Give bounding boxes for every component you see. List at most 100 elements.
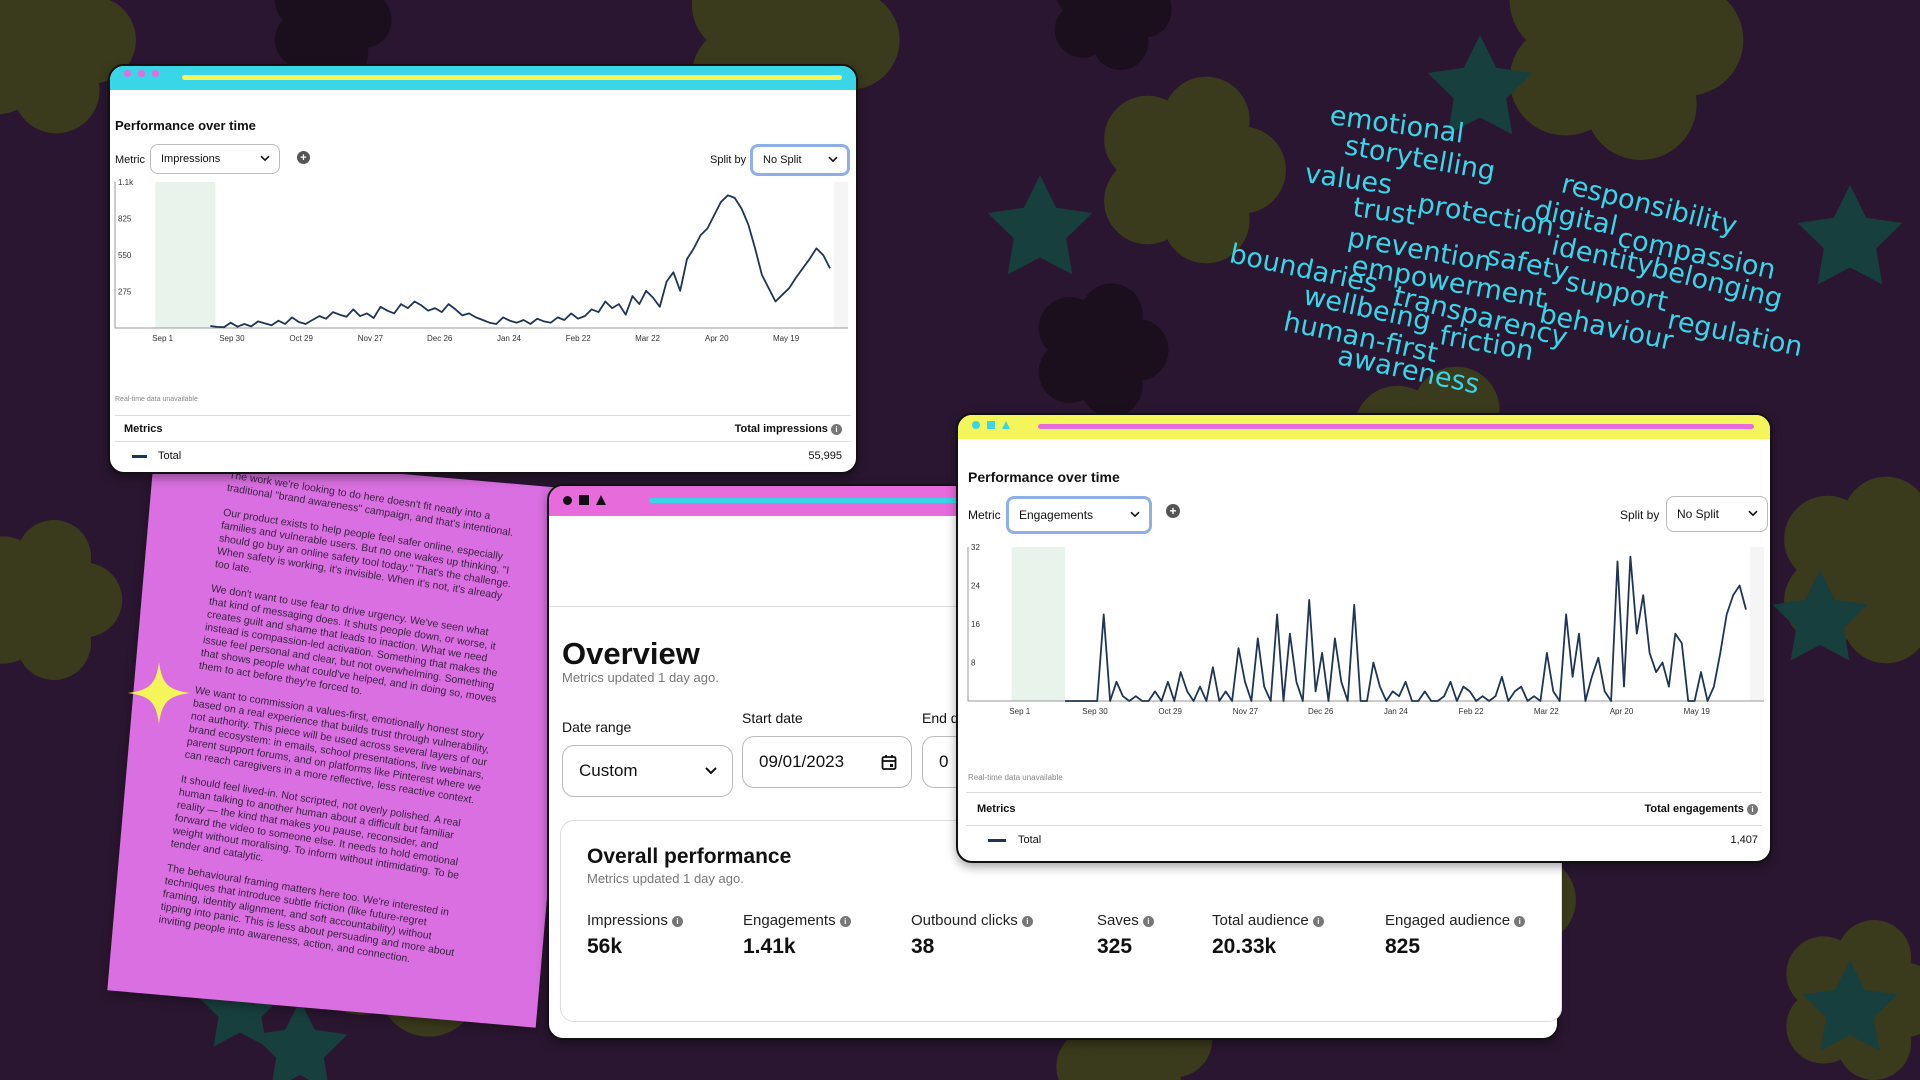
info-icon[interactable]: i	[1747, 803, 1758, 815]
engagements-window: Performance over time Metric Engagements…	[956, 413, 1772, 863]
circle-icon	[563, 495, 572, 505]
metrics-total-label: Total impressions	[734, 423, 828, 435]
date-range-value: Custom	[579, 761, 638, 780]
end-date-label: End d	[922, 710, 959, 726]
triangle-icon	[596, 495, 606, 505]
hatched-region	[1750, 547, 1764, 701]
metric-select[interactable]: Impressions	[150, 144, 280, 174]
chart-title: Performance over time	[115, 118, 256, 133]
add-metric-icon[interactable]: +	[1166, 504, 1180, 518]
y-tick-label: 550	[118, 251, 132, 260]
kpi-outbound-clicks: Outbound clicks i 38	[911, 912, 1033, 959]
start-date-label: Start date	[742, 710, 803, 726]
kpi-value: 1.41k	[743, 935, 796, 958]
kpi-engaged-audience: Engaged audience i 825	[1385, 912, 1526, 959]
x-tick-label: Sep 1	[1009, 707, 1030, 716]
triangle-icon	[1002, 421, 1010, 429]
x-tick-label: Oct 29	[289, 334, 313, 343]
x-tick-label: Oct 29	[1158, 707, 1182, 716]
metrics-header: Metrics	[977, 803, 1016, 815]
sparkle-icon	[128, 662, 190, 724]
card-title: Overall performance	[587, 845, 792, 868]
split-value: No Split	[763, 154, 802, 166]
brief-document: The work we're looking to do here doesn'…	[107, 452, 583, 1028]
x-tick-label: Apr 20	[705, 334, 729, 343]
metrics-total-label: Total engagements	[1644, 803, 1744, 815]
x-tick-label: Mar 22	[1534, 707, 1559, 716]
info-icon[interactable]: i	[1312, 915, 1324, 927]
metric-value: Engagements	[1019, 508, 1094, 522]
metric-label: Metric	[968, 508, 1001, 522]
square-icon	[579, 495, 589, 505]
hatched-region	[834, 182, 848, 328]
shaded-range	[1011, 547, 1066, 701]
x-tick-label: Sep 30	[1082, 707, 1108, 716]
info-icon[interactable]: i	[831, 423, 842, 435]
chart-title: Performance over time	[968, 469, 1120, 485]
chevron-down-icon	[1130, 511, 1140, 518]
y-tick-label: 275	[118, 288, 132, 297]
page-title: Overview	[562, 636, 700, 671]
calendar-icon	[881, 755, 897, 770]
shaded-range	[155, 182, 216, 328]
split-select[interactable]: No Split	[750, 144, 850, 176]
window-titlebar	[958, 415, 1770, 439]
chevron-down-icon	[705, 767, 717, 775]
split-label: Split by	[710, 154, 747, 166]
info-icon[interactable]: i	[672, 915, 684, 927]
y-tick-label: 8	[971, 659, 976, 668]
chevron-down-icon	[260, 155, 270, 162]
series-swatch	[988, 839, 1006, 842]
kpi-impressions: Impressions i 56k	[587, 912, 684, 959]
kpi-value: 20.33k	[1212, 935, 1277, 958]
chevron-down-icon	[828, 156, 838, 163]
series-line-total	[210, 194, 831, 329]
y-tick-label: 16	[971, 620, 980, 629]
realtime-note: Real-time data unavailable	[968, 773, 1063, 782]
card-updated-note: Metrics updated 1 day ago.	[587, 871, 744, 886]
metric-label: Metric	[115, 154, 145, 166]
start-date-value: 09/01/2023	[759, 752, 845, 771]
metrics-total-header: Total engagements i	[1644, 803, 1758, 815]
y-tick-label: 32	[971, 543, 980, 552]
series-label: Total	[158, 450, 182, 462]
info-icon[interactable]: i	[1142, 915, 1154, 927]
window-titlebar	[110, 66, 856, 90]
kpi-value: 325	[1097, 935, 1133, 958]
series-total-value: 1,407	[1730, 834, 1758, 846]
split-select[interactable]: No Split	[1666, 496, 1768, 532]
add-metric-icon[interactable]: +	[297, 151, 310, 164]
circle-icon	[138, 70, 145, 77]
kpi-label: Engagements	[743, 912, 836, 929]
date-range-select[interactable]: Custom	[562, 745, 733, 797]
info-icon[interactable]: i	[839, 915, 851, 927]
square-icon	[987, 421, 995, 429]
metrics-header: Metrics	[124, 423, 163, 435]
kpi-label: Saves	[1097, 912, 1139, 929]
end-date-value: 0	[939, 752, 949, 771]
impressions-window: Performance over time Metric Impressions…	[108, 64, 858, 474]
info-icon[interactable]: i	[1514, 915, 1526, 927]
x-tick-label: Jan 24	[1384, 707, 1409, 716]
info-icon[interactable]: i	[1021, 915, 1033, 927]
x-tick-label: Nov 27	[358, 334, 384, 343]
kpi-value: 56k	[587, 935, 623, 958]
chart-axes	[967, 547, 1764, 702]
kpi-label: Engaged audience	[1385, 912, 1511, 929]
metric-select[interactable]: Engagements	[1006, 496, 1152, 534]
y-tick-label: 825	[118, 215, 132, 224]
start-date-input[interactable]: 09/01/2023	[742, 736, 912, 788]
brief-text: The work we're looking to do here doesn'…	[156, 469, 527, 985]
x-tick-label: Jan 24	[497, 334, 522, 343]
kpi-saves: Saves i 325	[1097, 912, 1154, 959]
kpi-value: 38	[911, 935, 935, 958]
engagements-chart: 8 16 24 32 Sep 1 Sep 30 Oct 29 Nov 27 Dec 26 Jan …	[967, 543, 1764, 716]
circle-icon	[152, 70, 159, 77]
metrics-total-header: Total impressions i	[735, 423, 842, 435]
y-tick-label: 24	[971, 582, 980, 591]
series-total-value: 55,995	[808, 450, 842, 462]
split-value: No Split	[1677, 507, 1720, 521]
x-tick-label: Feb 22	[566, 334, 591, 343]
x-tick-label: May 19	[1684, 707, 1711, 716]
kpi-value: 825	[1385, 935, 1421, 958]
